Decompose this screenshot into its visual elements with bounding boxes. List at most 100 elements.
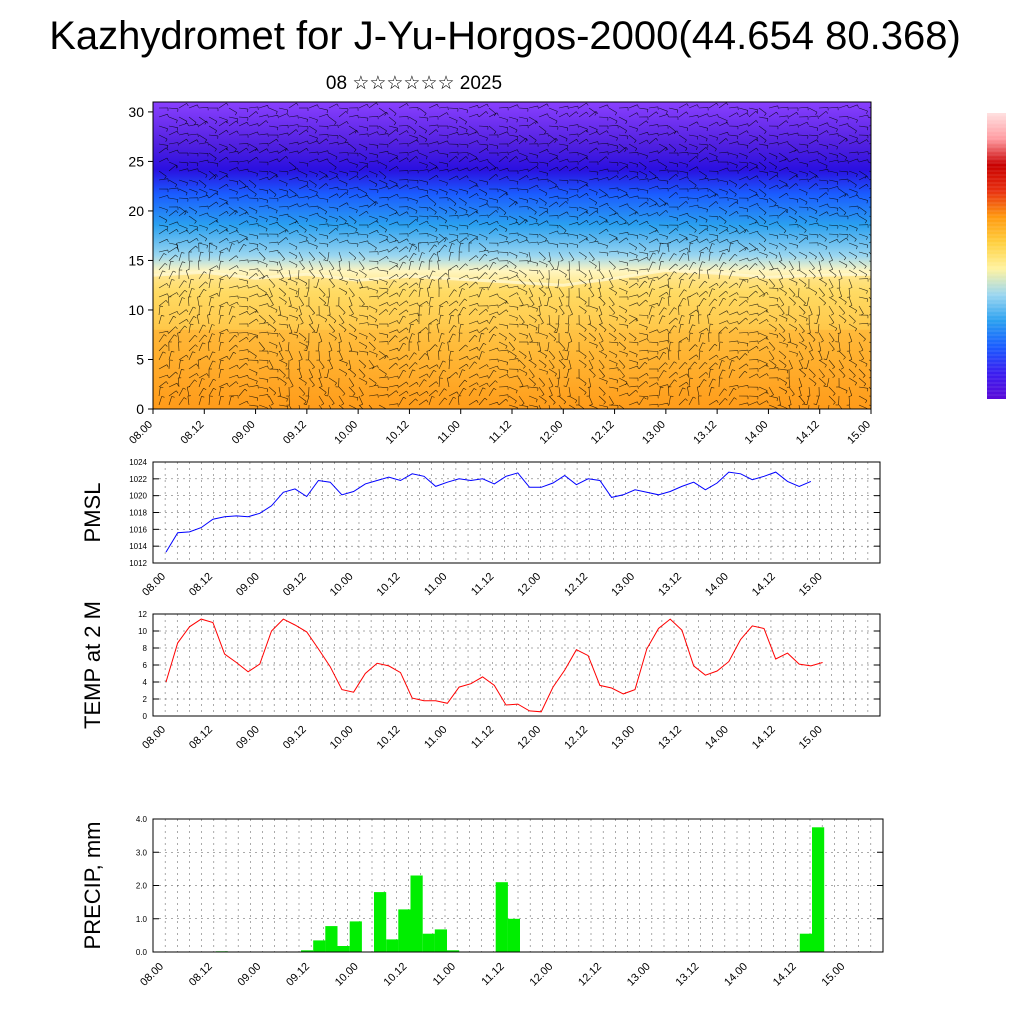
wind-barb-flag bbox=[663, 351, 667, 354]
wind-barb bbox=[718, 388, 725, 397]
wind-barb-flag bbox=[256, 235, 259, 240]
wind-barb-flag bbox=[527, 239, 529, 243]
wind-barb bbox=[158, 228, 167, 235]
wind-barb-flag bbox=[756, 248, 759, 252]
wind-barb-flag bbox=[551, 268, 555, 271]
wind-barb bbox=[358, 395, 363, 405]
wind-barb bbox=[698, 107, 709, 109]
wind-barb-flag bbox=[797, 149, 799, 153]
wind-barb bbox=[378, 332, 388, 336]
wind-barb-flag bbox=[866, 236, 868, 240]
wind-barb-flag bbox=[164, 344, 168, 347]
wind-barb bbox=[708, 188, 717, 195]
wind-barb-flag bbox=[415, 121, 418, 125]
wind-barb bbox=[518, 287, 528, 293]
wind-barb-flag bbox=[307, 163, 309, 167]
wind-barb bbox=[378, 186, 388, 190]
wind-barb-flag bbox=[316, 119, 318, 123]
wind-barb-flag bbox=[854, 364, 857, 368]
wind-barb-flag bbox=[365, 381, 368, 385]
wind-barb bbox=[168, 292, 177, 298]
wind-barb bbox=[698, 157, 707, 163]
wind-barb-flag bbox=[176, 242, 180, 244]
wind-barb-flag bbox=[577, 194, 579, 198]
wind-barb bbox=[618, 341, 626, 349]
wind-barb-flag bbox=[737, 240, 739, 244]
wind-barb-flag bbox=[819, 278, 823, 280]
wind-barb-flag bbox=[536, 263, 538, 267]
wind-barb-flag bbox=[236, 230, 239, 234]
wind-barb-flag bbox=[457, 132, 459, 136]
wind-barb-flag bbox=[744, 353, 748, 356]
wind-barb bbox=[388, 274, 397, 280]
wind-barb bbox=[728, 239, 738, 244]
wind-barb bbox=[868, 215, 871, 217]
wind-barb-flag bbox=[657, 124, 659, 128]
wind-barb-flag bbox=[165, 138, 168, 142]
wind-barb-flag bbox=[435, 228, 438, 232]
wind-barb bbox=[708, 102, 717, 109]
wind-barb-flag bbox=[496, 220, 499, 224]
wind-barb bbox=[508, 201, 517, 208]
wind-barb-flag bbox=[465, 210, 468, 214]
wind-barb-flag bbox=[455, 308, 458, 312]
wind-barb-flag bbox=[507, 131, 509, 135]
wind-barb bbox=[398, 261, 404, 271]
wind-barb-flag bbox=[214, 148, 217, 152]
wind-barb-flag bbox=[735, 327, 739, 330]
wind-barb-flag bbox=[445, 211, 448, 215]
wind-barb-flag bbox=[177, 149, 179, 153]
wind-barb bbox=[408, 392, 418, 397]
wind-barb-flag bbox=[367, 163, 369, 167]
wind-barb bbox=[728, 311, 738, 316]
wind-barb bbox=[748, 345, 757, 352]
wind-barb-flag bbox=[353, 329, 357, 333]
wind-barb-flag bbox=[193, 316, 197, 319]
wind-barb bbox=[418, 161, 428, 166]
wind-barb-flag bbox=[262, 348, 265, 352]
wind-barb-flag bbox=[374, 247, 377, 251]
wind-barb bbox=[478, 397, 486, 406]
wind-barb bbox=[198, 271, 205, 280]
chart-title: Kazhydromet for J-Yu-Horgos-2000(44.654 … bbox=[49, 14, 961, 58]
wind-barb-flag bbox=[431, 396, 435, 398]
wind-barb bbox=[418, 215, 429, 217]
wind-barb-flag bbox=[595, 202, 598, 206]
wind-barb bbox=[538, 314, 544, 323]
wind-barb-flag bbox=[326, 175, 329, 178]
wind-barb-flag bbox=[818, 269, 822, 271]
wind-barb-flag bbox=[163, 334, 167, 337]
wind-barb-flag bbox=[226, 328, 229, 332]
wind-barb-flag bbox=[667, 347, 669, 351]
wind-barb-flag bbox=[527, 406, 529, 409]
wind-barb bbox=[548, 260, 555, 269]
wind-barb bbox=[548, 137, 557, 145]
wind-barb bbox=[278, 341, 283, 351]
wind-barb bbox=[306, 287, 310, 297]
wind-barb bbox=[188, 228, 197, 235]
wind-barb-flag bbox=[878, 314, 879, 317]
wind-barb bbox=[868, 269, 871, 271]
wind-barb bbox=[538, 368, 548, 372]
wind-barb bbox=[258, 197, 268, 201]
wind-barb-flag bbox=[806, 164, 808, 168]
wind-barb bbox=[648, 250, 658, 253]
wind-barb bbox=[868, 350, 871, 353]
wind-barb bbox=[588, 305, 598, 310]
wind-barb bbox=[198, 170, 208, 176]
wind-barb-flag bbox=[246, 211, 249, 215]
wind-barb bbox=[268, 197, 279, 199]
wind-barb bbox=[578, 296, 587, 303]
wind-barb bbox=[308, 359, 315, 368]
wind-barb bbox=[738, 402, 748, 406]
wind-barb-flag bbox=[636, 318, 639, 322]
wind-barb bbox=[828, 224, 839, 227]
wind-barb-flag bbox=[396, 157, 399, 160]
wind-barb bbox=[826, 350, 830, 360]
wind-barb bbox=[268, 350, 278, 354]
wind-barb-flag bbox=[187, 239, 189, 243]
wind-barb-flag bbox=[566, 112, 569, 116]
wind-barb-flag bbox=[270, 304, 274, 307]
wind-barb bbox=[548, 195, 558, 199]
wind-barb bbox=[448, 224, 458, 228]
